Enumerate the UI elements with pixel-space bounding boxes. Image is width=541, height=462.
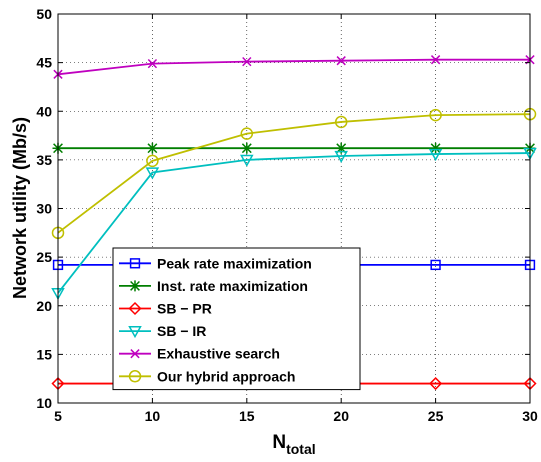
legend-box	[112, 247, 361, 391]
series-line	[57, 113, 531, 234]
data-point	[146, 142, 158, 154]
x-axis-title-main: N	[272, 432, 286, 453]
data-point	[336, 56, 346, 66]
legend-label: SB − IR	[157, 323, 206, 339]
legend-entry: Inst. rate maximization	[119, 278, 308, 294]
legend-entry: Exhaustive search	[119, 346, 280, 362]
y-tick-label: 40	[36, 103, 52, 119]
y-tick-label: 25	[36, 249, 52, 265]
legend-marker	[128, 370, 142, 383]
y-tick-label: 10	[36, 395, 52, 411]
data-point	[146, 154, 159, 168]
data-point	[242, 56, 252, 67]
legend-marker	[128, 301, 142, 316]
x-tick-label: 5	[54, 408, 62, 424]
data-point	[145, 167, 160, 180]
x-axis-title-subscript: total	[286, 441, 316, 457]
legend-entry: Peak rate maximization	[119, 255, 312, 271]
data-point	[147, 58, 158, 69]
legend-entry: SB − PR	[119, 301, 212, 317]
legend-marker	[129, 258, 141, 269]
series-line	[57, 58, 530, 76]
legend-label: Peak rate maximization	[157, 255, 312, 271]
x-tick-label: 10	[145, 408, 161, 424]
legend-entry: SB − IR	[119, 323, 206, 339]
data-point	[429, 108, 442, 122]
legend-label: Inst. rate maximization	[157, 278, 308, 294]
y-tick-label: 50	[36, 6, 52, 22]
legend: Peak rate maximization Inst. rate maximiz…	[112, 247, 361, 391]
data-point	[430, 55, 441, 65]
series-4	[53, 55, 535, 79]
legend-marker	[129, 280, 141, 292]
x-axis-title: Ntotal	[272, 432, 315, 457]
y-tick-label: 20	[36, 298, 52, 314]
data-point	[241, 142, 253, 154]
legend-entry: Our hybrid approach	[119, 368, 295, 384]
x-tick-label: 25	[428, 408, 444, 424]
data-point	[240, 127, 254, 140]
data-point	[335, 142, 347, 154]
legend-label: SB − PR	[157, 301, 212, 317]
x-tick-label: 20	[333, 408, 349, 424]
x-tick-label: 15	[239, 408, 255, 424]
legend-marker	[130, 349, 140, 359]
y-tick-label: 15	[36, 346, 52, 362]
y-tick-label: 35	[36, 152, 52, 168]
data-point	[334, 150, 348, 164]
data-point	[429, 376, 443, 391]
x-tick-label: 30	[522, 408, 538, 424]
legend-label: Our hybrid approach	[157, 368, 295, 384]
data-point	[334, 115, 348, 129]
data-point	[430, 259, 441, 271]
series-5	[51, 107, 537, 240]
series-line	[57, 152, 531, 294]
legend-marker	[128, 325, 142, 339]
data-point	[428, 148, 443, 162]
y-tick-label: 30	[36, 201, 52, 217]
data-point	[430, 142, 442, 154]
data-point	[240, 154, 254, 167]
y-tick-label: 45	[36, 55, 52, 71]
y-axis-title: Network utility (Mb/s)	[10, 117, 30, 299]
legend-label: Exhaustive search	[157, 346, 280, 362]
